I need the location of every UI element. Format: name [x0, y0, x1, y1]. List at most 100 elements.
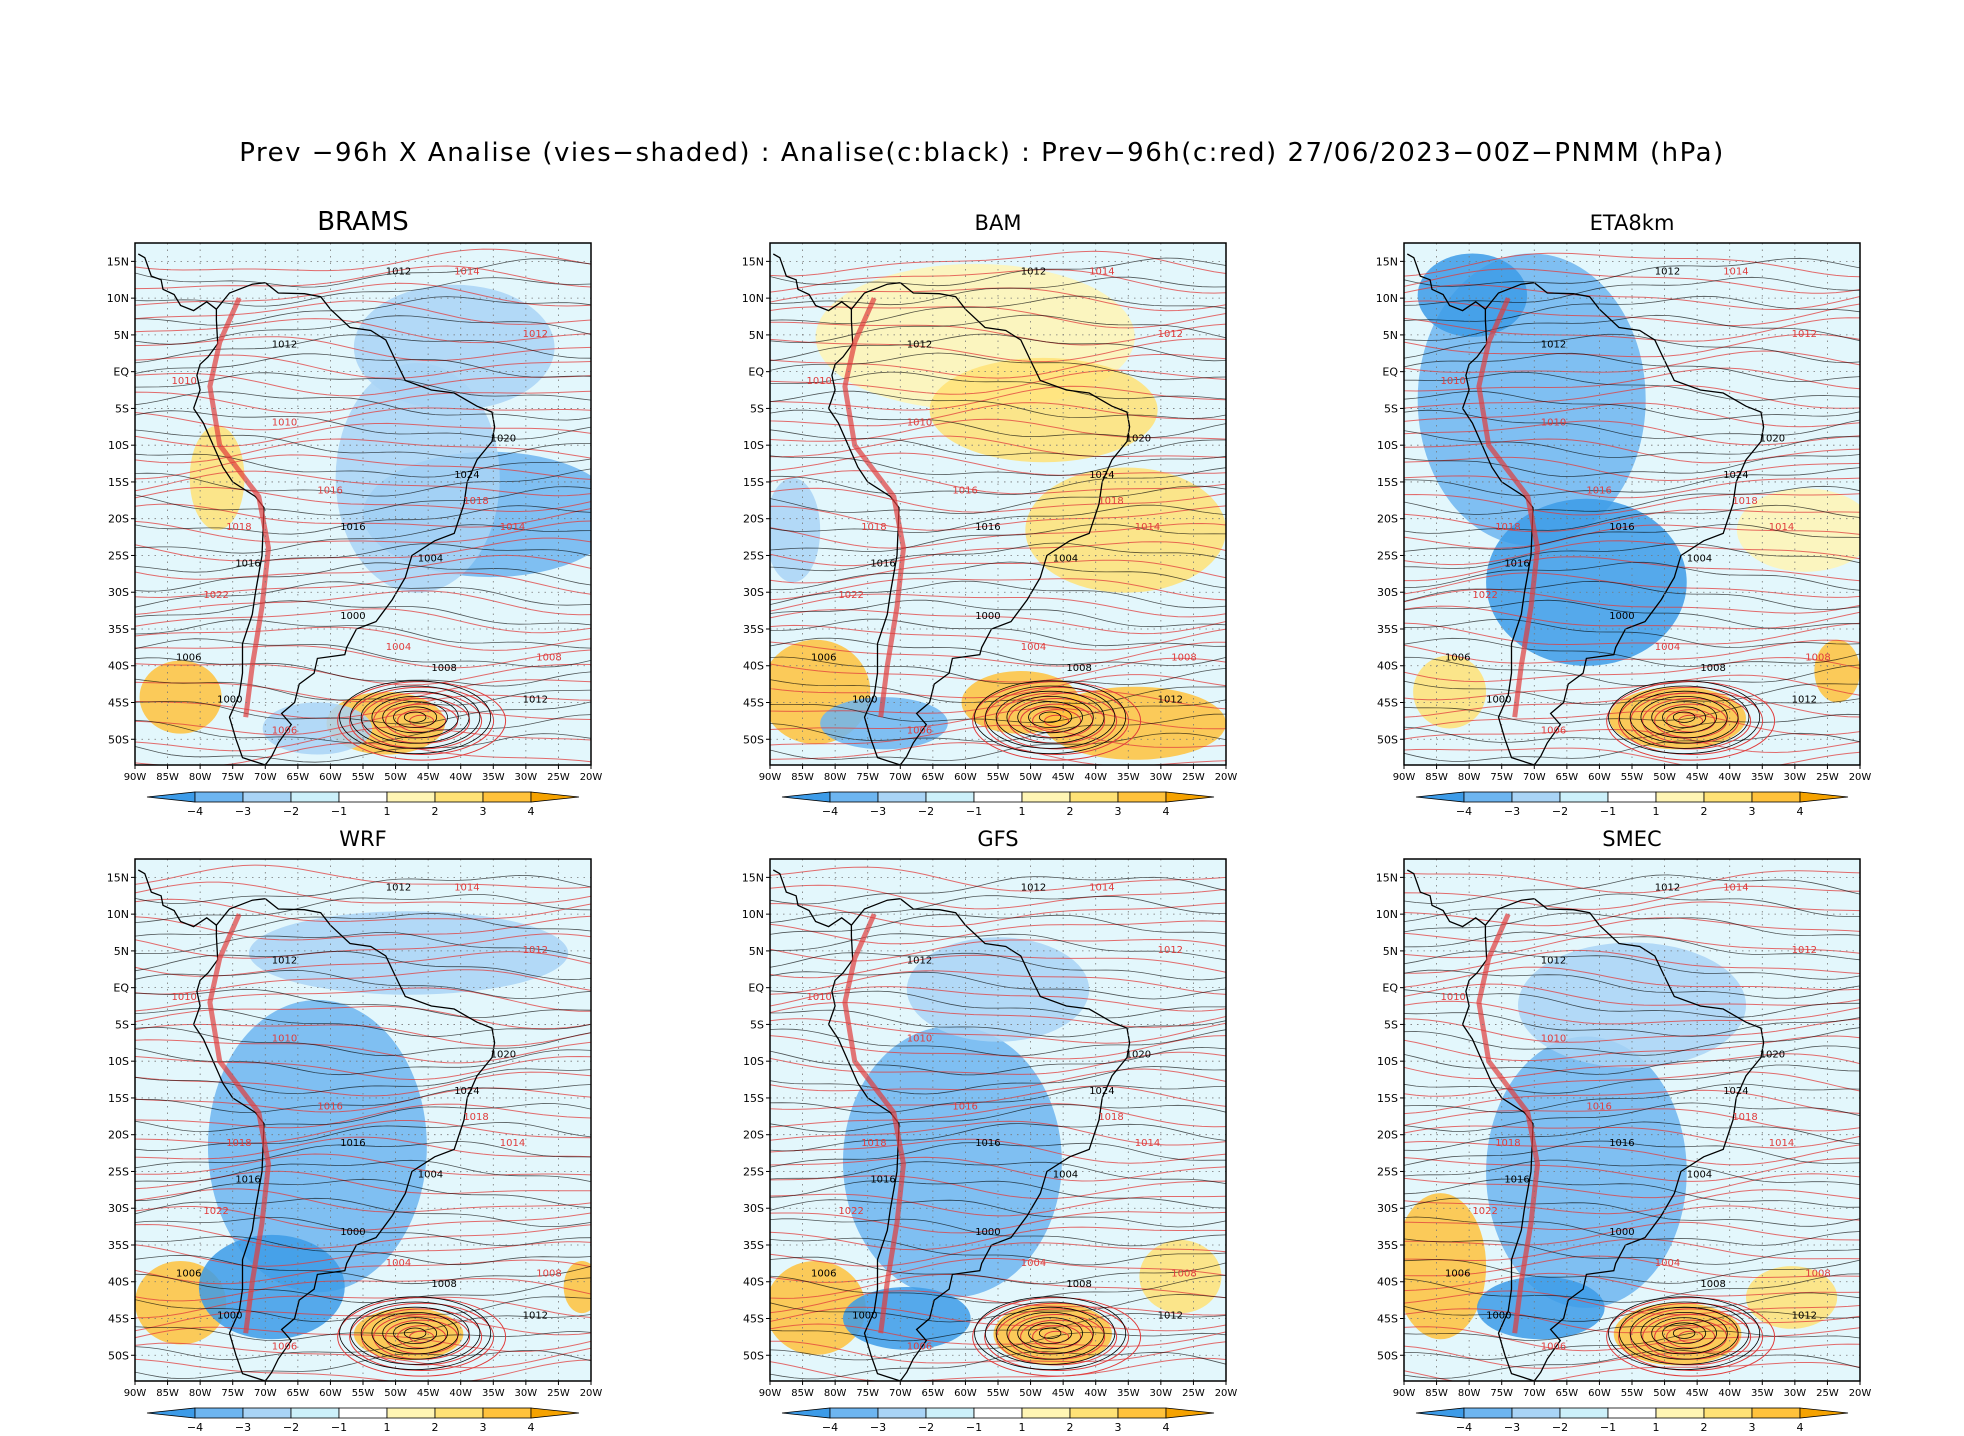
colorbar-swatch	[1703, 1407, 1753, 1419]
lon-tick-label: 45W	[417, 772, 440, 783]
analysis-contour-label: 1020	[491, 433, 516, 444]
lat-tick-label: 15N	[742, 871, 764, 884]
lat-tick-label: 15N	[1376, 871, 1398, 884]
lat-tick-label: 20S	[1377, 513, 1398, 526]
colorbar-label: 4	[1797, 805, 1804, 818]
forecast-contour-label: 1012	[523, 945, 548, 956]
analysis-contour-label: 1000	[340, 1227, 365, 1238]
analysis-contour-label: 1024	[1089, 1086, 1114, 1097]
lat-tick-label: 35S	[743, 1239, 764, 1252]
colorbar-swatch	[1463, 1407, 1513, 1419]
lat-tick-label: 45S	[1377, 1313, 1398, 1326]
lat-tick-label: 40S	[743, 660, 764, 673]
colorbar-label: 3	[1115, 1421, 1122, 1434]
lat-tick-label: 10S	[108, 439, 129, 452]
lat-tick-label: 35S	[743, 623, 764, 636]
lon-tick-label: 90W	[124, 772, 147, 783]
analysis-contour-label: 1004	[1687, 1169, 1712, 1180]
lon-tick-label: 25W	[547, 772, 570, 783]
colorbar-swatch	[1165, 1407, 1215, 1419]
colorbar-swatch	[338, 791, 388, 803]
lon-tick-label: 30W	[1784, 772, 1807, 783]
colorbar-swatch	[1021, 1407, 1071, 1419]
forecast-contour-label: 1014	[1135, 1138, 1160, 1149]
lat-tick-label: 20S	[108, 513, 129, 526]
lat-tick-label: 20S	[743, 513, 764, 526]
lat-tick-label: 25S	[1377, 549, 1398, 562]
central-america-coastline	[772, 869, 852, 928]
colorbar-swatch	[1751, 791, 1801, 803]
analysis-contour-label: 1012	[1541, 955, 1566, 966]
lon-tick-label: 90W	[759, 1388, 782, 1399]
analysis-contour-label: 1016	[1609, 1138, 1634, 1149]
forecast-contour-label: 1016	[317, 486, 342, 497]
analysis-contour-label: 1024	[1723, 1086, 1748, 1097]
colorbar-swatch	[242, 1407, 292, 1419]
analysis-contour-label: 1016	[1504, 559, 1529, 570]
lon-tick-label: 30W	[1150, 772, 1173, 783]
lat-tick-label: 50S	[1377, 733, 1398, 746]
colorbar-label: −4	[187, 1421, 203, 1434]
panel-eta8km: 1012 1016 1008 1000 1012 1020 1012 1004 1016 1000…	[1376, 211, 1872, 818]
analysis-contour-label: 1012	[1792, 694, 1817, 705]
lon-tick-label: 65W	[287, 1388, 310, 1399]
colorbar-label: 2	[1701, 1421, 1708, 1434]
colorbar-label: 4	[1163, 1421, 1170, 1434]
lat-tick-label: 25S	[1377, 1165, 1398, 1178]
forecast-contour-label: 1018	[1098, 1112, 1123, 1123]
forecast-contour-label: 1014	[500, 1138, 525, 1149]
lat-tick-label: 10N	[1376, 908, 1398, 921]
panel-title: WRF	[339, 827, 386, 851]
lat-tick-label: 35S	[1377, 1239, 1398, 1252]
lat-tick-label: 5N	[749, 329, 764, 342]
forecast-contour-label: 1018	[463, 1112, 488, 1123]
lon-tick-label: 25W	[547, 1388, 570, 1399]
colorbar-swatch	[1607, 791, 1657, 803]
lon-tick-label: 50W	[1019, 772, 1042, 783]
colorbar-label: −3	[870, 1421, 886, 1434]
analysis-contour-label: 1012	[1021, 266, 1046, 277]
analysis-contour-label: 1024	[454, 1086, 479, 1097]
lon-tick-label: 75W	[221, 1388, 244, 1399]
forecast-contour-label: 1010	[1440, 992, 1465, 1003]
colorbar-swatch	[386, 1407, 436, 1419]
lon-tick-label: 50W	[384, 1388, 407, 1399]
lon-tick-label: 80W	[824, 772, 847, 783]
colorbar-swatch	[146, 1407, 196, 1419]
lon-tick-label: 30W	[1784, 1388, 1807, 1399]
south-america-coastline	[1461, 898, 1765, 1381]
lat-tick-label: 10S	[108, 1055, 129, 1068]
forecast-contour-label: 1004	[1655, 1258, 1680, 1269]
panel-gfs: 1012 1016 1008 1000 1012 1020 1012 1004 1016 1000…	[742, 827, 1238, 1434]
colorbar-swatch	[1511, 1407, 1561, 1419]
analysis-contour-label: 1000	[975, 1227, 1000, 1238]
lat-tick-label: 40S	[108, 1276, 129, 1289]
forecast-contour-label: 1012	[1158, 329, 1183, 340]
lat-tick-label: 15S	[108, 1092, 129, 1105]
colorbar-swatch	[1117, 791, 1167, 803]
lat-tick-label: 20S	[108, 1129, 129, 1142]
forecast-contour-label: 1008	[1171, 1269, 1196, 1280]
lon-tick-label: 70W	[889, 772, 912, 783]
lon-tick-label: 70W	[1523, 1388, 1546, 1399]
analysis-contour-label: 1004	[418, 553, 443, 564]
forecast-contour-label: 1010	[806, 376, 831, 387]
forecast-contour-label: 1018	[463, 496, 488, 507]
forecast-contour-label: 1018	[1495, 1138, 1520, 1149]
lat-tick-label: 45S	[108, 697, 129, 710]
forecast-contour-label: 1004	[1021, 642, 1046, 653]
colorbar-label: −2	[1552, 805, 1568, 818]
forecast-contour-label: 1008	[1805, 653, 1830, 664]
analysis-contour-label: 1012	[1158, 694, 1183, 705]
colorbar-swatch	[1751, 1407, 1801, 1419]
lon-tick-label: 55W	[1621, 772, 1644, 783]
lon-tick-label: 80W	[1458, 772, 1481, 783]
colorbar-swatch	[829, 1407, 879, 1419]
forecast-contour-label: 1018	[226, 1138, 251, 1149]
colorbar-swatch	[146, 791, 196, 803]
colorbar-swatch	[1559, 791, 1609, 803]
colorbar: −4 −3 −2 −1 1 2 3 4	[146, 1407, 580, 1434]
lat-tick-label: 10N	[107, 908, 129, 921]
colorbar-swatch	[781, 1407, 831, 1419]
colorbar-swatch	[1117, 1407, 1167, 1419]
